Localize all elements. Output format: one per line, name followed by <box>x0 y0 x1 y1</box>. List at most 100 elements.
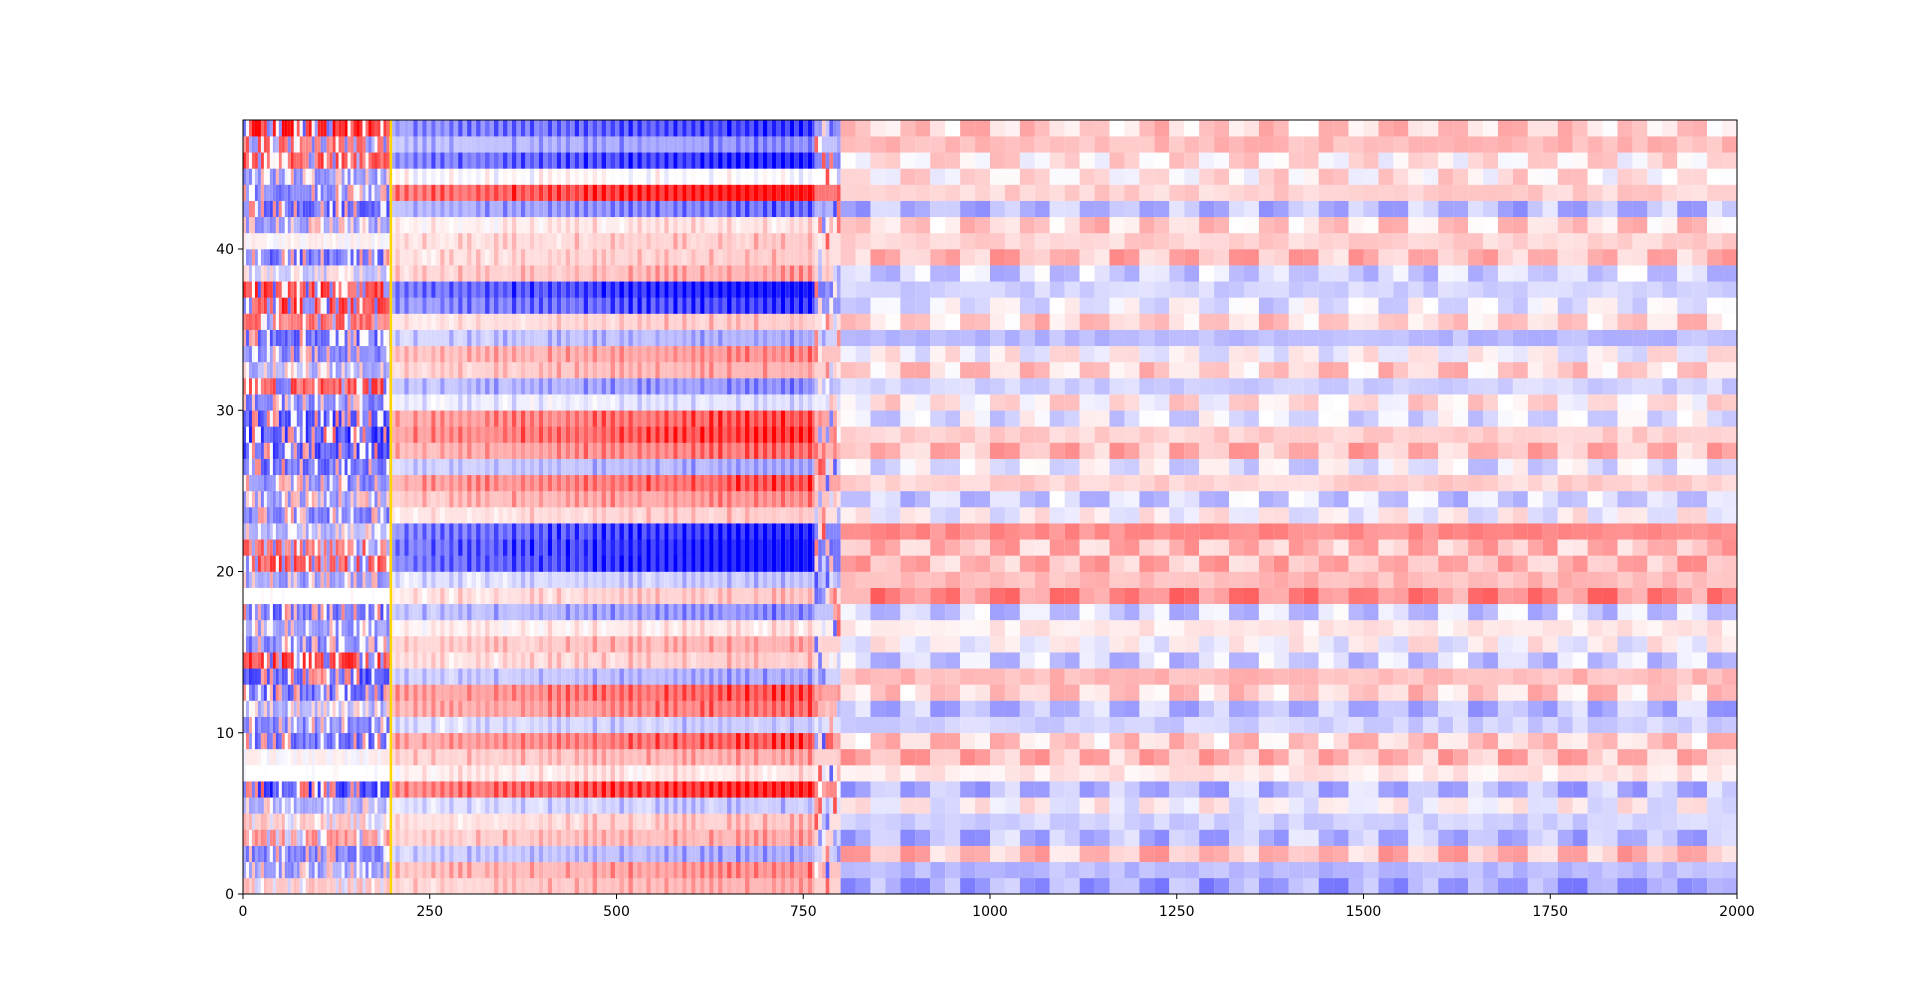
heatmap-cell <box>1692 636 1708 653</box>
heatmap-cell <box>458 732 463 750</box>
heatmap-cell <box>736 877 741 895</box>
heatmap-cell <box>507 636 512 653</box>
heatmap-cell <box>610 829 615 846</box>
heatmap-cell <box>840 765 856 782</box>
heatmap-cell <box>529 523 535 540</box>
heatmap-cell <box>380 797 384 814</box>
heatmap-cell <box>287 507 291 524</box>
heatmap-cell <box>1378 603 1394 621</box>
heatmap-cell <box>347 877 351 895</box>
heatmap-cell <box>1348 571 1364 588</box>
heatmap-cell <box>1064 765 1080 782</box>
heatmap-cell <box>682 587 687 605</box>
heatmap-cell <box>266 619 270 637</box>
heatmap-cell <box>579 813 584 830</box>
heatmap-cell <box>344 813 348 830</box>
heatmap-cell <box>305 845 309 863</box>
heatmap-cell <box>413 684 418 701</box>
heatmap-cell <box>615 539 620 556</box>
heatmap-cell <box>1677 781 1693 798</box>
heatmap-cell <box>263 587 267 605</box>
heatmap-cell <box>498 668 503 685</box>
heatmap-cell <box>606 652 611 669</box>
heatmap-cell <box>686 716 692 734</box>
heatmap-cell <box>785 571 790 588</box>
heatmap-cell <box>767 732 772 750</box>
heatmap-cell <box>641 861 647 879</box>
heatmap-cell <box>485 603 490 621</box>
heatmap-cell <box>1004 684 1020 701</box>
heatmap-cell <box>677 619 683 637</box>
heatmap-cell <box>374 716 378 734</box>
heatmap-cell <box>359 684 363 701</box>
heatmap-cell <box>365 700 369 717</box>
heatmap-cell <box>1199 845 1215 863</box>
heatmap-cell <box>293 523 297 540</box>
heatmap-cell <box>1453 732 1469 750</box>
heatmap-cell <box>502 587 508 605</box>
heatmap-cell <box>502 716 508 734</box>
heatmap-cell <box>655 845 660 863</box>
heatmap-cell <box>1273 748 1289 766</box>
heatmap-cell <box>1318 797 1334 814</box>
heatmap-cell <box>498 877 503 895</box>
heatmap-cell <box>362 813 366 830</box>
heatmap-cell <box>668 684 674 701</box>
heatmap-cell <box>1169 877 1185 895</box>
heatmap-cell <box>399 619 405 637</box>
heatmap-cell <box>552 507 557 524</box>
heatmap-cell <box>476 716 481 734</box>
heatmap-cell <box>1318 732 1334 750</box>
heatmap-cell <box>915 748 931 766</box>
heatmap-cell <box>1722 732 1737 750</box>
heatmap-cell <box>812 571 817 588</box>
heatmap-cell <box>471 877 477 895</box>
heatmap-cell <box>1497 652 1513 669</box>
heatmap-cell <box>243 700 246 717</box>
heatmap-cell <box>395 668 400 685</box>
heatmap-cell <box>682 636 687 653</box>
heatmap-cell <box>1258 877 1274 895</box>
heatmap-cell <box>383 700 387 717</box>
heatmap-cell <box>1572 845 1588 863</box>
heatmap-cell <box>1169 587 1185 605</box>
heatmap-cell <box>413 636 418 653</box>
heatmap-cell <box>1184 765 1200 782</box>
heatmap-cell <box>326 555 330 572</box>
heatmap-cell <box>422 765 427 782</box>
heatmap-cell <box>326 781 330 798</box>
heatmap-cell <box>1243 732 1259 750</box>
heatmap-cell <box>311 877 315 895</box>
heatmap-cell <box>1587 652 1603 669</box>
heatmap-cell <box>269 861 273 879</box>
heatmap-cell <box>1169 748 1185 766</box>
heatmap-cell <box>493 748 499 766</box>
heatmap-cell <box>803 765 808 782</box>
heatmap-cell <box>338 587 342 605</box>
heatmap-cell <box>836 748 841 766</box>
heatmap-cell <box>320 587 324 605</box>
heatmap-cell <box>1273 700 1289 717</box>
heatmap-cell <box>565 619 571 637</box>
heatmap-cell <box>610 748 615 766</box>
heatmap-cell <box>1662 571 1678 588</box>
heatmap-cell <box>1318 781 1334 798</box>
heatmap-cell <box>915 845 931 863</box>
heatmap-cell <box>296 636 300 653</box>
heatmap-cell <box>471 732 477 750</box>
heatmap-cell <box>272 716 276 734</box>
heatmap-cell <box>525 797 530 814</box>
heatmap-cell <box>825 765 830 782</box>
heatmap-cell <box>281 813 285 830</box>
heatmap-cell <box>1512 619 1528 637</box>
heatmap-cell <box>771 523 777 540</box>
heatmap-cell <box>263 700 267 717</box>
heatmap-cell <box>1557 652 1573 669</box>
heatmap-cell <box>272 507 276 524</box>
heatmap-cell <box>422 523 427 540</box>
heatmap-cell <box>659 781 665 798</box>
heatmap-cell <box>435 523 441 540</box>
heatmap-cell <box>320 652 324 669</box>
heatmap-cell <box>704 829 710 846</box>
heatmap-cell <box>471 845 477 863</box>
